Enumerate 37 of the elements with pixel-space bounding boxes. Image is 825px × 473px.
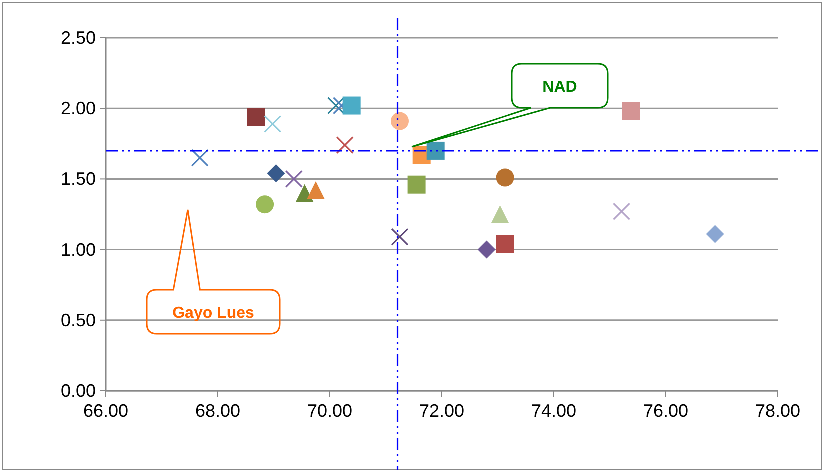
x-tick-label: 74.00 bbox=[531, 401, 577, 421]
point bbox=[391, 112, 409, 130]
y-tick-label: 1.50 bbox=[60, 169, 96, 190]
point bbox=[191, 149, 209, 167]
point bbox=[285, 170, 303, 188]
point bbox=[264, 115, 282, 133]
y-tick-label: 0.50 bbox=[60, 310, 96, 330]
y-tick-label: 2.00 bbox=[60, 98, 96, 119]
x-tick-label: 70.00 bbox=[307, 401, 353, 421]
point bbox=[336, 136, 354, 154]
point bbox=[247, 108, 266, 126]
annotation: NAD bbox=[542, 79, 578, 96]
point bbox=[391, 228, 409, 246]
y-tick-label: 0.00 bbox=[60, 381, 96, 401]
point bbox=[622, 102, 640, 120]
y-tick-label: 1.00 bbox=[60, 240, 96, 260]
point bbox=[496, 235, 514, 254]
point bbox=[296, 184, 314, 202]
point bbox=[706, 225, 724, 244]
point bbox=[267, 164, 286, 183]
point bbox=[256, 196, 274, 214]
point bbox=[408, 176, 426, 194]
x-tick-label: 68.00 bbox=[195, 401, 241, 421]
point bbox=[478, 240, 496, 259]
x-tick-label: 72.00 bbox=[419, 401, 465, 421]
annotation: Gayo Lues bbox=[172, 305, 254, 322]
point bbox=[307, 181, 325, 200]
x-tick-label: 76.00 bbox=[643, 401, 689, 421]
x-tick-label: 66.00 bbox=[83, 401, 129, 421]
point bbox=[327, 96, 345, 115]
y-tick-label: 2.50 bbox=[60, 28, 96, 48]
point bbox=[496, 168, 514, 187]
point bbox=[491, 206, 510, 224]
point bbox=[426, 142, 445, 160]
point bbox=[342, 96, 361, 115]
point bbox=[612, 202, 631, 220]
x-tick-label: 78.00 bbox=[755, 401, 801, 421]
